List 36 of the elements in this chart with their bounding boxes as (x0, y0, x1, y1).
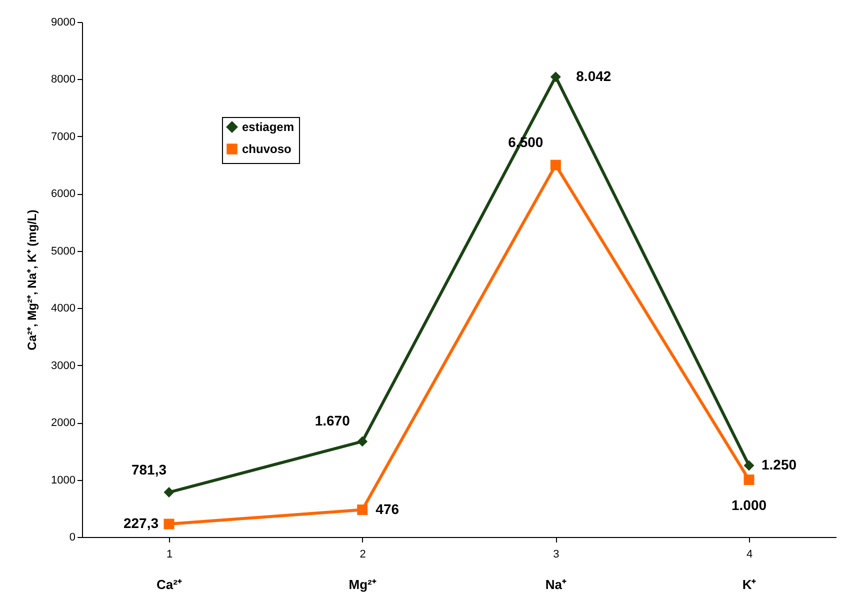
y-tick-label: 5000 (51, 245, 76, 258)
point (164, 518, 174, 530)
x-tick-label: 4 (746, 548, 753, 560)
y-tick-label: 6000 (51, 188, 76, 200)
point (357, 504, 368, 516)
y-tick-label: 8000 (51, 74, 76, 86)
data-label: 476 (376, 500, 400, 517)
y-tick-label: 1000 (51, 474, 76, 486)
x-tick-label: 3 (553, 548, 560, 560)
point (550, 72, 561, 82)
point (744, 460, 754, 471)
point (164, 487, 174, 498)
x-tick-label: 2 (360, 548, 366, 560)
legend-label: estiagem (242, 120, 294, 134)
point (357, 436, 368, 447)
text: Ca²⁺ (156, 577, 182, 592)
y-tick-label: 0 (69, 532, 76, 544)
data-label: 781,3 (131, 461, 167, 478)
data-label: 1.000 (731, 496, 767, 513)
y-tick-label: 4000 (51, 302, 76, 315)
text: K⁺ (742, 577, 757, 592)
point (550, 160, 561, 170)
y-axis-title: Ca²⁺, Mg²⁺, Na⁺, K⁺ (mg/L) (25, 210, 40, 350)
data-label: 8.042 (576, 68, 612, 84)
y-tick-label: 2000 (51, 417, 76, 430)
text: Na⁺ (545, 577, 567, 592)
data-label: 227,3 (123, 514, 159, 531)
x-tick-label: 1 (166, 548, 173, 560)
y-tick-label: 7000 (51, 130, 76, 143)
y-tick-label: 3000 (51, 360, 76, 372)
data-label: 1.250 (761, 456, 797, 472)
data-label: 1.670 (314, 412, 350, 428)
point (744, 474, 754, 486)
legend-label: chuvoso (242, 142, 292, 156)
y-tick-label: 9000 (51, 16, 76, 28)
text: Mg²⁺ (348, 577, 377, 592)
